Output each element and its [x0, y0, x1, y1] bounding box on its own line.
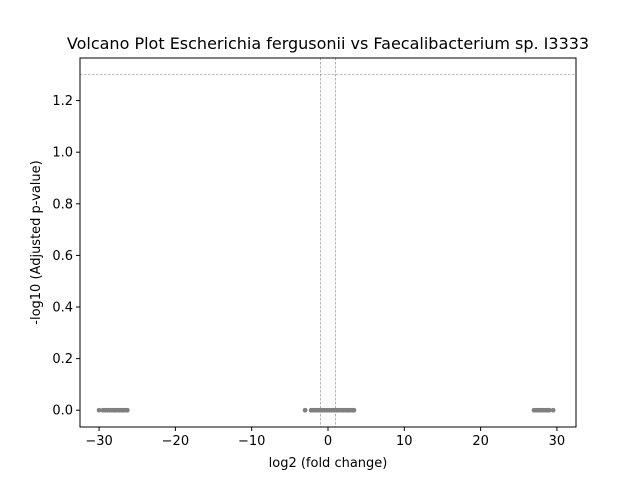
data-point	[351, 407, 357, 413]
x-tick-label: 30	[549, 434, 566, 449]
x-tick-label: 0	[324, 434, 332, 449]
y-tick-label: 1.0	[52, 146, 73, 161]
y-tick-label: 0.6	[52, 249, 73, 264]
data-point	[96, 407, 102, 413]
x-tick-label: −30	[85, 434, 112, 449]
data-points	[96, 407, 556, 413]
y-tick-label: 0.8	[52, 197, 73, 212]
y-tick-label: 0.4	[52, 301, 73, 316]
plot-frame	[79, 57, 577, 428]
x-tick-label: 10	[396, 434, 413, 449]
y-tick-label: 1.2	[52, 94, 73, 109]
x-tick-label: −20	[162, 434, 189, 449]
x-tick-label: 20	[472, 434, 489, 449]
data-point	[546, 407, 552, 413]
y-tick-label: 0.0	[52, 404, 73, 419]
threshold-lines	[80, 58, 576, 427]
data-point	[124, 407, 130, 413]
chart-title: Volcano Plot Escherichia fergusonii vs F…	[67, 34, 589, 53]
x-axis-label: log2 (fold change)	[269, 456, 388, 471]
x-tick-label: −10	[238, 434, 265, 449]
x-axis-ticks: −30 −20 −10 0 10 20 30	[85, 427, 565, 449]
y-axis-ticks: 0.0 0.2 0.4 0.6 0.8 1.0 1.2	[52, 94, 80, 419]
data-point	[302, 407, 308, 413]
data-point	[550, 407, 556, 413]
y-tick-label: 0.2	[52, 352, 73, 367]
y-axis-label: -log10 (Adjusted p-value)	[29, 160, 44, 324]
